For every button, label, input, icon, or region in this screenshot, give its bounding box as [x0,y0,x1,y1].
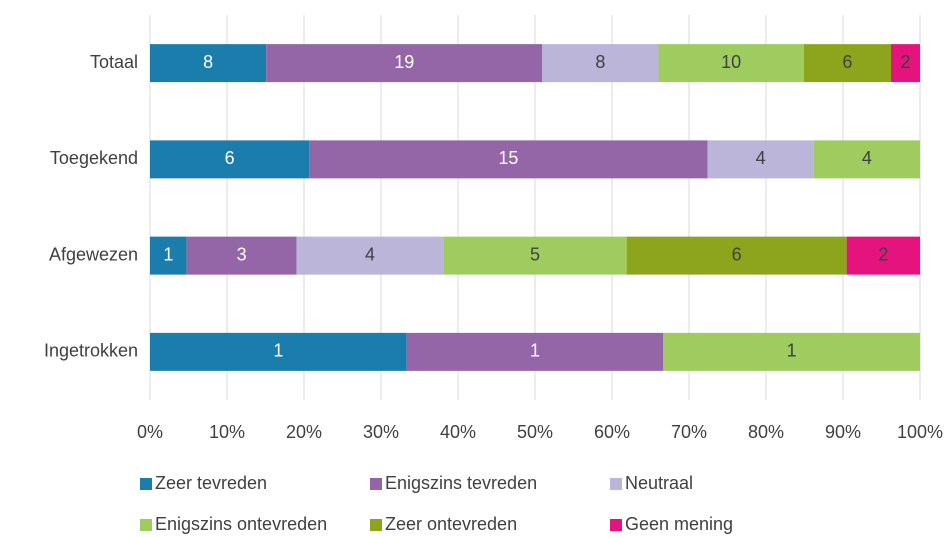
x-tick-label: 100% [897,422,943,442]
data-label: 6 [732,244,742,264]
data-label: 2 [900,52,910,72]
data-label: 10 [721,52,741,72]
data-label: 8 [203,52,213,72]
legend-label: Zeer ontevreden [385,514,517,534]
data-label: 6 [842,52,852,72]
data-label: 1 [273,341,283,361]
y-tick-label: Afgewezen [49,244,138,264]
bar-segment [542,44,659,83]
data-label: 1 [163,244,173,264]
legend-swatch [610,478,622,490]
legend-label: Enigszins tevreden [385,473,537,493]
bar-segment [150,332,407,371]
y-tick-label: Toegekend [50,148,138,168]
data-label: 2 [878,244,888,264]
bar-segment [813,140,920,179]
data-label: 6 [225,148,235,168]
bar-segment [626,236,847,275]
bar-segment [150,44,267,83]
x-tick-label: 60% [594,422,630,442]
data-label: 1 [530,341,540,361]
x-tick-label: 40% [440,422,476,442]
x-tick-label: 80% [748,422,784,442]
x-tick-label: 10% [209,422,245,442]
bar-segment [890,44,920,83]
legend-swatch [610,519,622,531]
x-tick-label: 50% [517,422,553,442]
bar-segment [406,332,664,371]
legend-label: Enigszins ontevreden [155,514,327,534]
y-tick-label: Ingetrokken [44,341,138,361]
bar-segment [150,236,187,275]
x-tick-label: 30% [363,422,399,442]
data-label: 8 [595,52,605,72]
data-label: 1 [787,341,797,361]
data-label: 4 [862,148,872,168]
legend-label: Neutraal [625,473,693,493]
y-tick-label: Totaal [90,52,138,72]
x-tick-label: 90% [825,422,861,442]
x-tick-label: 70% [671,422,707,442]
data-label: 5 [530,244,540,264]
legend-label: Zeer tevreden [155,473,267,493]
bar-segment [803,44,891,83]
bar-segment [186,236,297,275]
bar-segment [846,236,920,275]
data-label: 19 [394,52,414,72]
legend-swatch [140,478,152,490]
data-label: 4 [756,148,766,168]
data-label: 4 [365,244,375,264]
legend-label: Geen mening [625,514,733,534]
legend-swatch [370,478,382,490]
data-label: 15 [498,148,518,168]
bar-segment [707,140,814,179]
bar-segment [663,332,920,371]
legend-swatch [140,519,152,531]
legend-swatch [370,519,382,531]
bar-segment [150,140,310,179]
bar-segment [266,44,543,83]
bar-segment [296,236,444,275]
data-label: 3 [237,244,247,264]
x-tick-label: 20% [286,422,322,442]
bar-segment [658,44,804,83]
x-tick-label: 0% [137,422,163,442]
bar-segment [443,236,627,275]
bar-segment [309,140,708,179]
